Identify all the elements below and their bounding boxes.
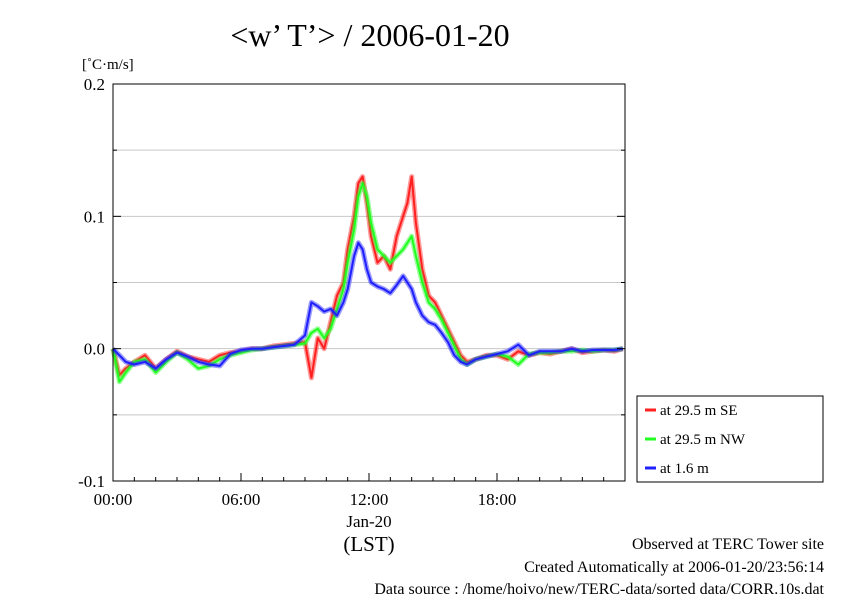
legend-box: [636, 395, 824, 483]
y-tick-label: -0.1: [78, 472, 105, 491]
footer-source: Data source : /home/hoivo/new/TERC-data/…: [374, 581, 824, 598]
footer-created: Created Automatically at 2006-01-20/23:5…: [524, 559, 824, 576]
x-tick-label: 06:00: [222, 490, 261, 509]
x-tick-label: 00:00: [94, 490, 133, 509]
x-axis-timezone-label: (LST): [343, 532, 394, 556]
chart-title: <w’ T’> / 2006-01-20: [230, 17, 509, 53]
x-axis: 00:00 06:00 12:00 18:00: [94, 473, 626, 509]
y-tick-label: 0.0: [84, 340, 105, 359]
y-tick-label: 0.1: [84, 207, 105, 226]
footer-site: Observed at TERC Tower site: [631, 536, 824, 553]
legend: at 29.5 m SE at 29.5 m NW at 1.6 m: [636, 395, 824, 483]
x-tick-label: 12:00: [350, 490, 389, 509]
series-line-1: [112, 182, 624, 383]
series-layer: [110, 174, 624, 385]
y-axis-unit-label: [˚C·m/s]: [82, 57, 134, 73]
x-tick-label: 18:00: [478, 490, 517, 509]
legend-label: at 1.6 m: [660, 461, 709, 477]
series-line-0: [112, 175, 624, 379]
legend-items: at 29.5 m SE at 29.5 m NW at 1.6 m: [645, 403, 746, 477]
legend-label: at 29.5 m NW: [660, 432, 746, 448]
x-axis-date-label: Jan-20: [346, 512, 391, 531]
series-halo-2: [111, 240, 624, 371]
series-line-2: [112, 241, 624, 370]
grid-lines: [113, 149, 625, 416]
legend-label: at 29.5 m SE: [660, 403, 738, 419]
y-axis: 0.2 0.1 0.0 -0.1: [78, 75, 625, 491]
y-tick-label: 0.2: [84, 75, 105, 94]
